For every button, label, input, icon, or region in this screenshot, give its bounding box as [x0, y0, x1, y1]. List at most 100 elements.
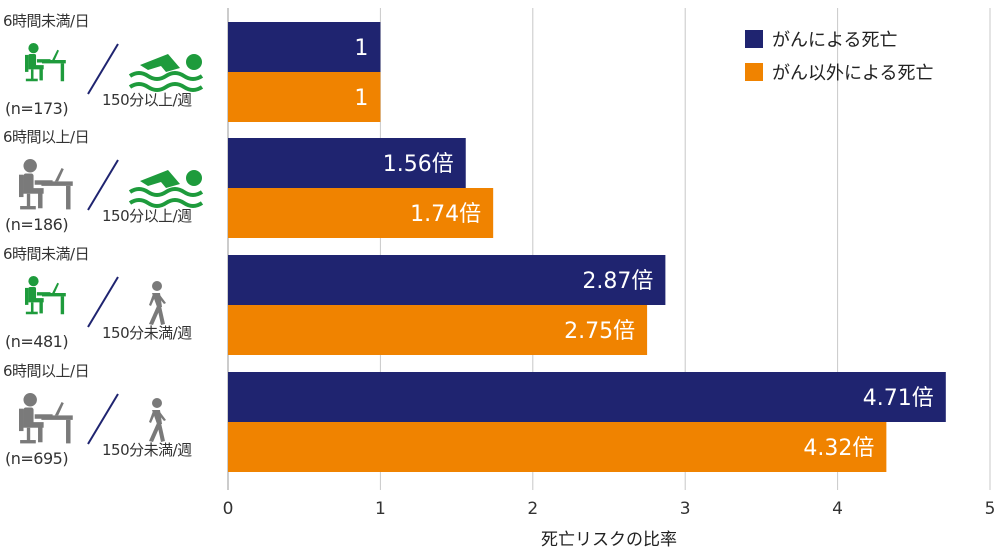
legend-label: がんによる死亡	[772, 30, 897, 51]
bar-cancer	[228, 372, 946, 422]
sitting-time-label: 6時間未満/日	[3, 245, 90, 263]
icon-part	[25, 311, 38, 315]
slash-divider	[87, 276, 119, 328]
icon-part	[30, 302, 34, 314]
swimmer-icon	[128, 54, 204, 92]
icon-part	[25, 78, 38, 82]
exercise-time-label: 150分以上/週	[102, 91, 192, 109]
icon-part	[26, 193, 31, 209]
icon-part	[28, 287, 37, 302]
icon-part	[54, 167, 64, 182]
icon-part	[38, 424, 43, 443]
sitting-time-label: 6時間未満/日	[3, 12, 90, 30]
icon-part	[66, 419, 71, 444]
sample-size-label: (n=186)	[5, 215, 69, 234]
sample-size-label: (n=695)	[5, 449, 69, 468]
icon-part	[186, 54, 202, 70]
icon-part	[60, 296, 65, 315]
icon-part	[128, 71, 204, 81]
legend-label: がん以外による死亡	[772, 63, 933, 84]
icon-part	[20, 440, 36, 444]
x-tick-label: 0	[223, 499, 234, 519]
bar-value-label: 4.32倍	[803, 436, 874, 461]
icon-part	[25, 287, 29, 305]
icon-part	[28, 276, 39, 287]
icon-part	[26, 427, 31, 443]
icon-part	[128, 198, 204, 208]
slash-divider	[87, 43, 119, 95]
icon-part	[23, 173, 34, 193]
bar-value-label: 2.87倍	[582, 269, 653, 294]
icon-part	[152, 281, 162, 291]
icon-part	[19, 408, 24, 432]
icon-part	[41, 415, 73, 420]
walker-icon	[149, 281, 166, 325]
x-tick-label: 1	[375, 499, 386, 519]
bar-cancer	[228, 255, 666, 305]
sitting-time-label: 6時間以上/日	[3, 128, 90, 146]
sitting-time-label: 6時間以上/日	[3, 362, 90, 380]
icon-part	[66, 185, 71, 210]
icon-part	[54, 401, 64, 416]
exercise-time-label: 150分以上/週	[102, 207, 192, 225]
bar-value-label: 1	[354, 86, 368, 111]
icon-part	[41, 181, 73, 186]
bar-non-cancer	[228, 72, 381, 122]
icon-part	[52, 282, 59, 293]
icon-part	[159, 295, 166, 304]
icon-part	[52, 49, 59, 60]
icon-part	[186, 170, 202, 186]
icon-part	[159, 412, 166, 421]
icon-part	[28, 65, 44, 70]
slash-divider	[87, 393, 119, 445]
icon-part	[39, 299, 43, 314]
bar-value-label: 4.71倍	[863, 386, 934, 411]
icon-part	[42, 293, 66, 297]
icon-part	[140, 54, 180, 72]
office-worker-icon	[25, 276, 66, 315]
icon-part	[28, 298, 44, 303]
bar-non-cancer	[228, 188, 494, 238]
bar-cancer	[228, 138, 466, 188]
bar-value-label: 1.74倍	[410, 202, 481, 227]
icon-part	[38, 190, 43, 209]
icon-part	[149, 294, 155, 306]
icon-part	[23, 393, 37, 407]
bar-value-label: 1.56倍	[383, 152, 454, 177]
bar-cancer	[228, 22, 381, 72]
walker-icon	[149, 398, 166, 442]
bar-non-cancer	[228, 305, 648, 355]
icon-part	[149, 306, 160, 325]
icon-part	[30, 69, 34, 81]
swimmer-icon	[128, 170, 204, 208]
legend-swatch	[745, 30, 763, 48]
office-worker-icon	[19, 393, 73, 444]
x-axis-label: 死亡リスクの比率	[541, 530, 677, 550]
icon-part	[60, 63, 65, 82]
icon-part	[149, 423, 160, 442]
icon-part	[39, 66, 43, 81]
icon-part	[140, 170, 180, 188]
sample-size-label: (n=481)	[5, 332, 69, 351]
icon-part	[23, 188, 44, 194]
x-tick-label: 5	[985, 499, 996, 519]
bar-value-label: 2.75倍	[564, 319, 635, 344]
office-worker-icon	[19, 159, 73, 210]
icon-part	[23, 407, 34, 427]
bar-value-label: 1	[354, 36, 368, 61]
sample-size-label: (n=173)	[5, 99, 69, 118]
legend-swatch	[745, 63, 763, 81]
bar-non-cancer	[228, 422, 887, 472]
icon-part	[23, 422, 44, 428]
icon-part	[128, 187, 204, 197]
icon-part	[128, 82, 204, 92]
icon-part	[23, 159, 37, 173]
icon-part	[25, 54, 29, 72]
exercise-time-label: 150分未満/週	[102, 441, 192, 459]
icon-part	[20, 206, 36, 210]
exercise-time-label: 150分未満/週	[102, 324, 192, 342]
icon-part	[149, 411, 155, 423]
icon-part	[152, 398, 162, 408]
